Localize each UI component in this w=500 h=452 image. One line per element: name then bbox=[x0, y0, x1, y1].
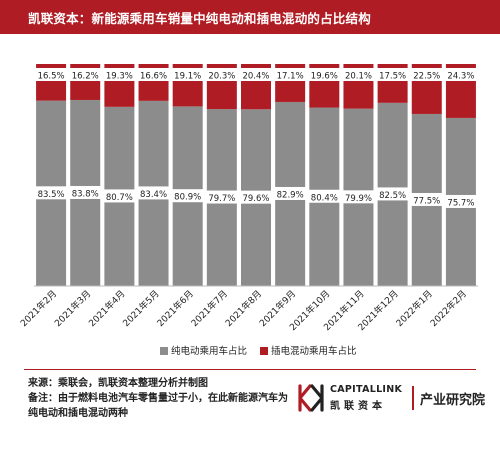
data-label-box bbox=[240, 68, 272, 81]
data-label-phev: 16.6% bbox=[140, 72, 167, 82]
data-label-box bbox=[342, 190, 374, 204]
brand-name-cn: 凯联资本 bbox=[330, 401, 386, 412]
data-label-bev: 79.7% bbox=[208, 194, 235, 204]
data-label-bev: 83.8% bbox=[72, 189, 99, 199]
data-label-box bbox=[35, 68, 67, 81]
data-label-bev: 83.4% bbox=[140, 190, 167, 200]
data-label-box bbox=[103, 189, 135, 203]
data-label-box bbox=[308, 189, 340, 203]
data-label-box bbox=[206, 190, 238, 204]
data-label-box bbox=[308, 68, 340, 81]
x-tick-label: 2022年2月 bbox=[428, 288, 469, 329]
data-label-box bbox=[411, 192, 443, 206]
data-label-phev: 20.1% bbox=[345, 72, 372, 82]
data-label-box bbox=[138, 68, 170, 81]
institute-name: 产业研究院 bbox=[420, 393, 486, 408]
legend-swatch bbox=[160, 347, 168, 355]
data-label-phev: 20.3% bbox=[208, 72, 235, 82]
data-label-bev: 82.9% bbox=[277, 190, 304, 200]
page-title: 凯联资本：新能源乘用车销量中纯电动和插电混动的占比结构 bbox=[28, 10, 371, 26]
data-label-bev: 80.7% bbox=[106, 193, 133, 203]
data-label-box bbox=[411, 68, 443, 81]
data-label-box bbox=[445, 68, 477, 81]
data-label-phev: 17.5% bbox=[379, 72, 406, 82]
legend-label: 纯电动乘用车占比 bbox=[171, 345, 247, 357]
data-label-box bbox=[69, 185, 101, 199]
data-label-bev: 79.6% bbox=[242, 194, 269, 204]
data-label-box bbox=[138, 186, 170, 200]
data-label-bev: 83.5% bbox=[38, 190, 65, 200]
data-label-box bbox=[35, 186, 67, 200]
data-label-phev: 24.3% bbox=[447, 72, 474, 82]
logo-text: CAPITALLINK 凯联资本 bbox=[330, 384, 402, 412]
data-label-box bbox=[69, 68, 101, 81]
data-label-box bbox=[274, 68, 306, 81]
data-label-bev: 75.7% bbox=[447, 198, 474, 208]
data-label-phev: 19.1% bbox=[174, 72, 201, 82]
source-text: 来源：乘联会，凯联资本整理分析并制图 bbox=[28, 378, 208, 389]
data-label-phev: 22.5% bbox=[413, 72, 440, 82]
data-label-box bbox=[172, 68, 204, 81]
data-label-bev: 77.5% bbox=[413, 196, 440, 206]
data-label-box bbox=[240, 190, 272, 204]
legend-swatch bbox=[260, 347, 268, 355]
stacked-bar-chart: 83.5%16.5%2021年2月83.8%16.2%2021年3月80.7%1… bbox=[18, 64, 478, 357]
brand-divider bbox=[412, 386, 414, 410]
data-label-box bbox=[274, 186, 306, 200]
data-label-bev: 80.9% bbox=[174, 193, 201, 203]
capitallink-logo-icon bbox=[298, 384, 324, 412]
brand-block: CAPITALLINK 凯联资本 产业研究院 bbox=[296, 380, 486, 420]
data-label-phev: 16.2% bbox=[72, 72, 99, 82]
data-label-box bbox=[445, 194, 477, 208]
brand-name-en: CAPITALLINK bbox=[330, 384, 403, 395]
data-label-phev: 19.3% bbox=[106, 72, 133, 82]
data-label-phev: 16.5% bbox=[38, 72, 65, 82]
note-text: 备注：由于燃料电池汽车零售量过于小，在此新能源汽车为纯电动和插电混动两种 bbox=[28, 393, 288, 419]
data-label-box bbox=[342, 68, 374, 81]
data-label-box bbox=[172, 189, 204, 203]
footer-divider bbox=[24, 369, 476, 370]
data-label-bev: 80.4% bbox=[311, 193, 338, 203]
data-label-box bbox=[377, 68, 409, 81]
data-label-box bbox=[206, 68, 238, 81]
footer-notes: 来源：乘联会，凯联资本整理分析并制图 备注：由于燃料电池汽车零售量过于小，在此新… bbox=[28, 376, 288, 421]
header-bar: 凯联资本：新能源乘用车销量中纯电动和插电混动的占比结构 bbox=[0, 0, 500, 34]
data-label-bev: 82.5% bbox=[379, 191, 406, 201]
data-label-phev: 19.6% bbox=[311, 72, 338, 82]
legend-label: 插电混动乘用车占比 bbox=[271, 345, 357, 357]
data-label-phev: 17.1% bbox=[277, 72, 304, 82]
data-label-bev: 79.9% bbox=[345, 194, 372, 204]
data-label-phev: 20.4% bbox=[242, 72, 269, 82]
data-label-box bbox=[377, 187, 409, 201]
data-label-box bbox=[103, 68, 135, 81]
